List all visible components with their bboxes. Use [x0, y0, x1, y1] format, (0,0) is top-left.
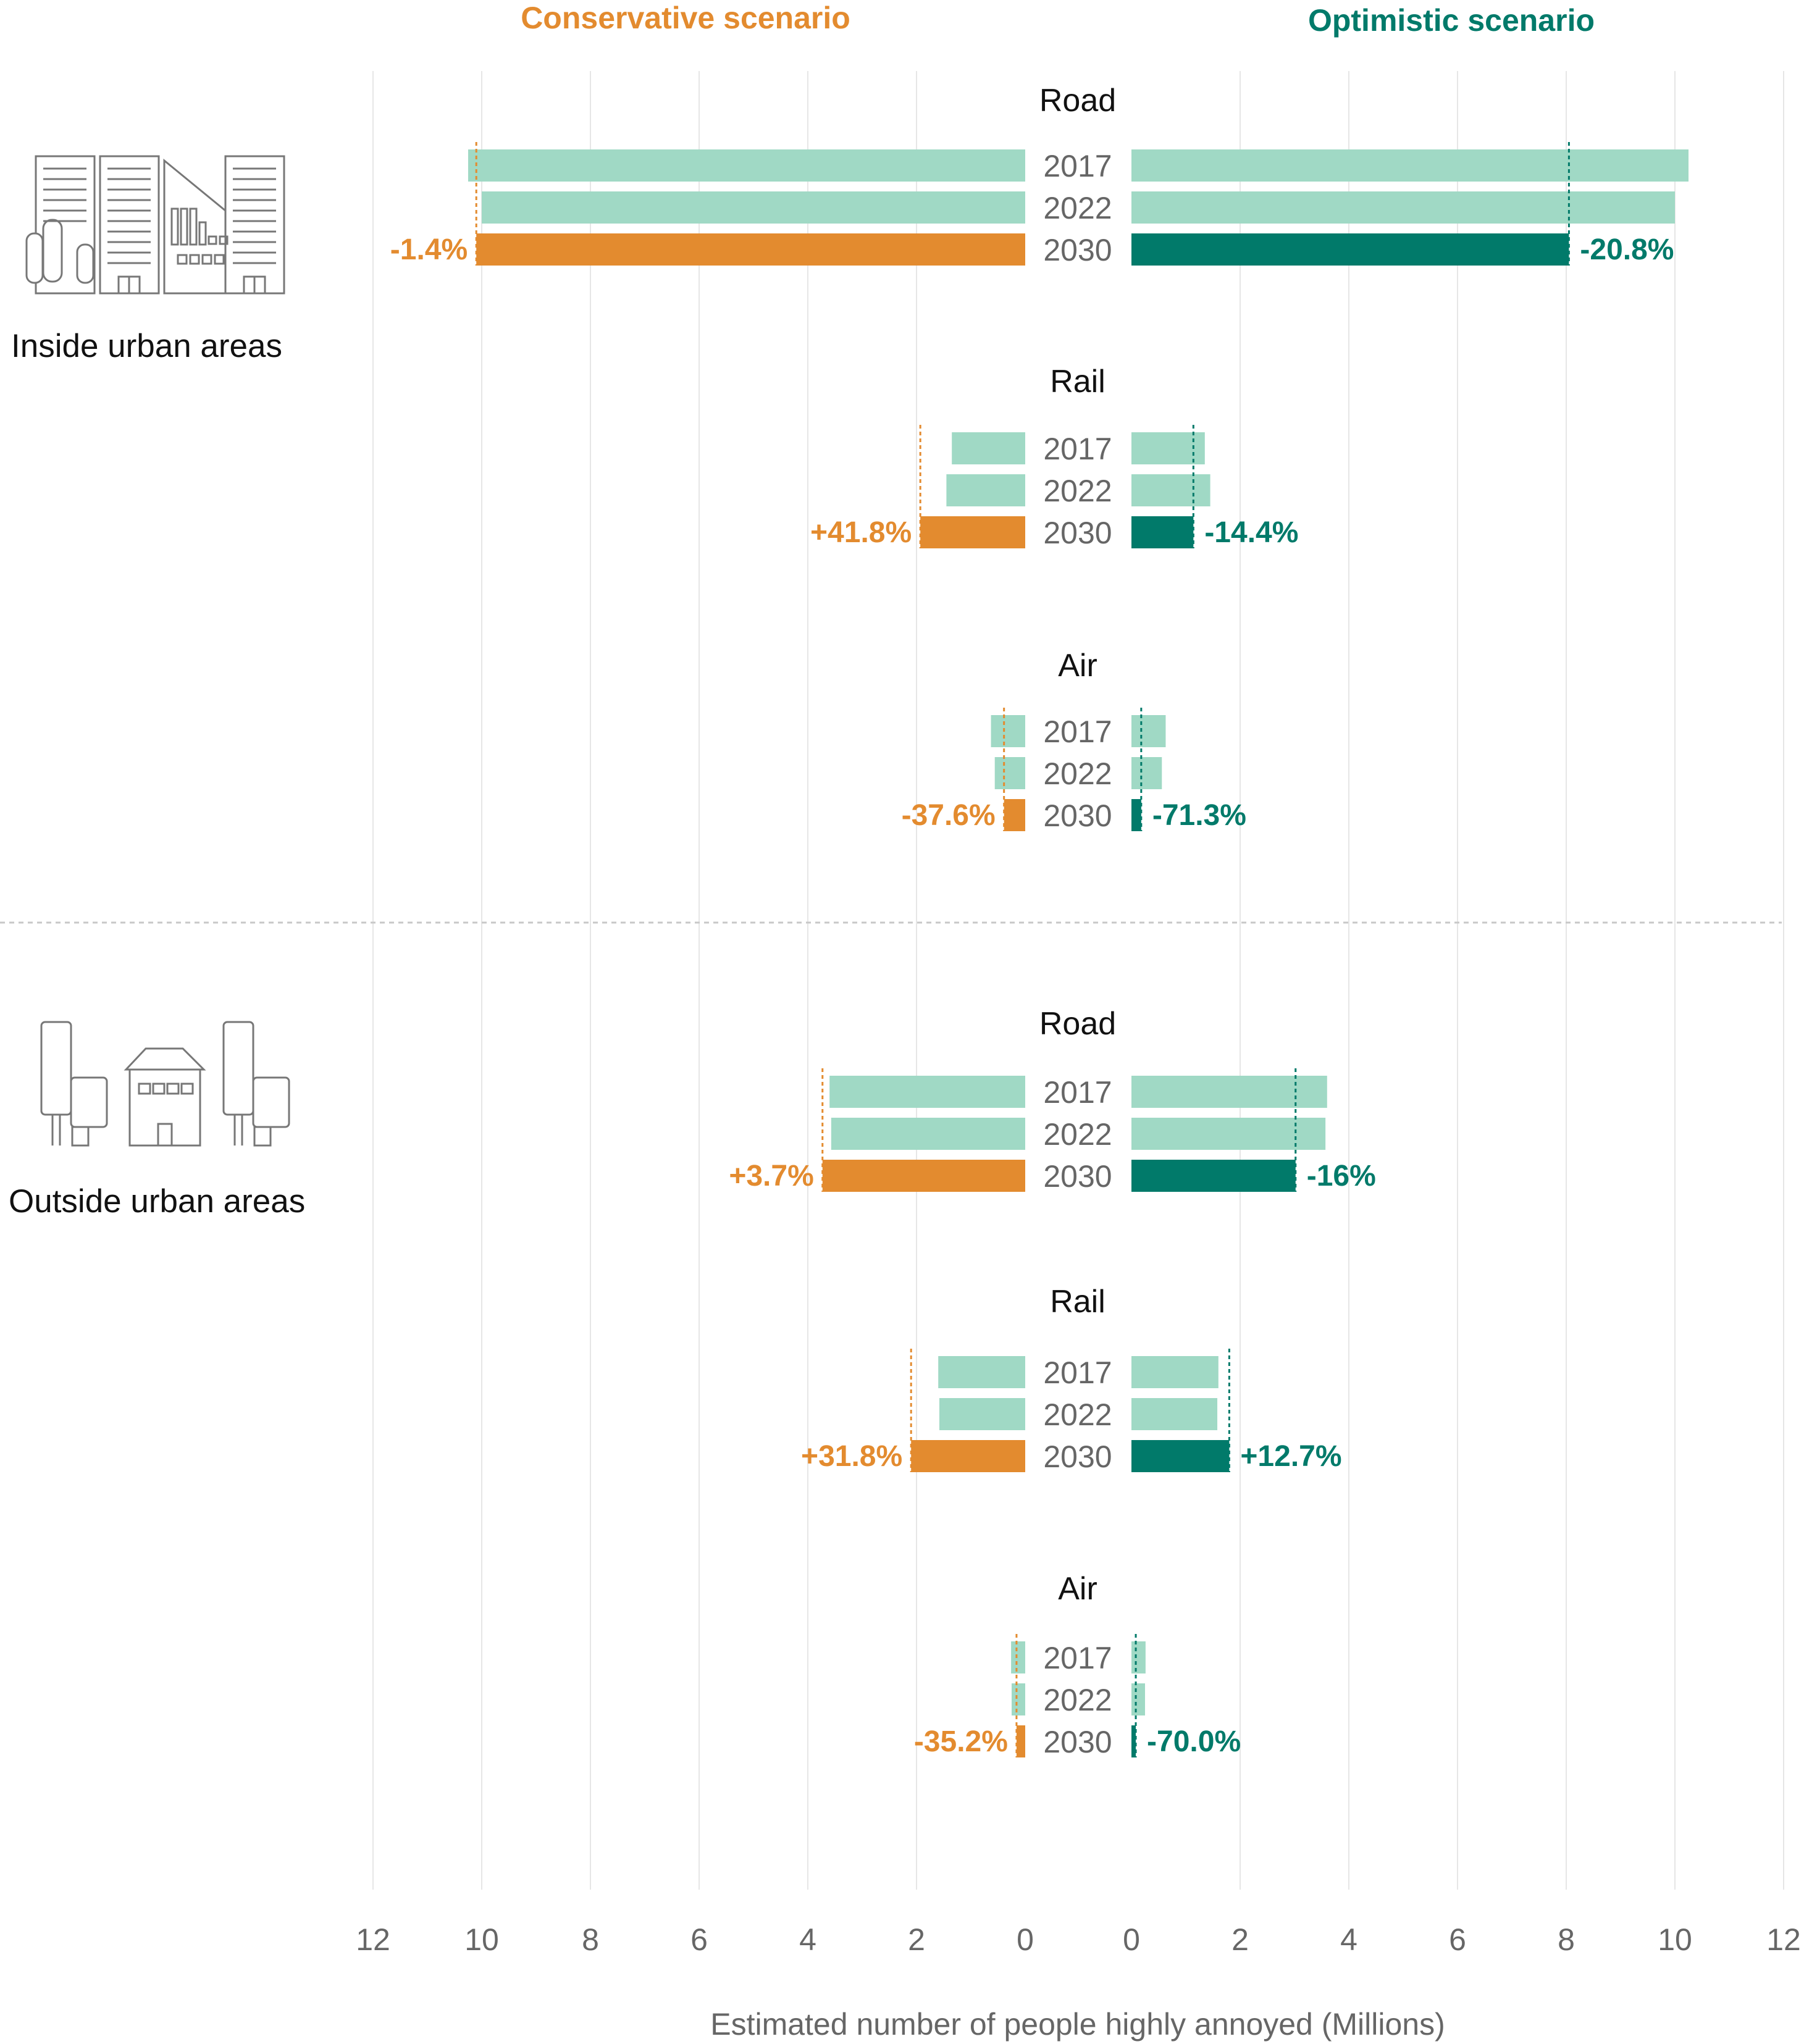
year-label-2022: 2022: [1043, 1683, 1112, 1717]
change-label-optimistic: -14.4%: [1204, 516, 1298, 549]
year-label-2030: 2030: [1043, 233, 1112, 267]
bar-optimistic-2017: [1131, 149, 1689, 182]
x-tick-left: 2: [908, 1922, 925, 1957]
bar-conservative-2030: [1016, 1725, 1025, 1757]
x-tick-right: 6: [1449, 1922, 1466, 1957]
bar-conservative-2030: [1004, 799, 1025, 831]
bar-optimistic-2030: [1131, 1160, 1296, 1192]
x-tick-right: 12: [1766, 1922, 1801, 1957]
bar-optimistic-2022: [1131, 1398, 1218, 1430]
change-label-conservative: -1.4%: [390, 233, 468, 266]
bar-conservative-2030: [920, 516, 1025, 548]
x-tick-right: 4: [1340, 1922, 1357, 1957]
bar-optimistic-2022: [1131, 191, 1675, 224]
bar-conservative-2017: [938, 1356, 1025, 1388]
bar-optimistic-2030: [1131, 1440, 1230, 1472]
change-label-conservative: +3.7%: [729, 1160, 813, 1192]
year-label-2017: 2017: [1043, 1641, 1112, 1675]
rural-trees-house-icon: [40, 1021, 290, 1147]
year-label-2022: 2022: [1043, 1397, 1112, 1432]
bar-conservative-2022: [994, 757, 1025, 789]
source-title-road: Road: [1039, 1006, 1116, 1042]
bar-conservative-2022: [1012, 1683, 1025, 1715]
bar-conservative-2017: [1011, 1641, 1025, 1673]
bar-optimistic-2022: [1131, 474, 1210, 506]
bar-optimistic-2030: [1131, 799, 1141, 831]
x-tick-right: 8: [1558, 1922, 1575, 1957]
region-label-inside-urban: Inside urban areas: [11, 328, 283, 364]
year-label-2017: 2017: [1043, 1355, 1112, 1390]
change-label-optimistic: -20.8%: [1580, 233, 1674, 266]
year-label-2022: 2022: [1043, 191, 1112, 225]
year-label-2017: 2017: [1043, 432, 1112, 466]
bar-optimistic-2022: [1131, 1118, 1326, 1150]
x-tick-right: 2: [1231, 1922, 1249, 1957]
change-label-conservative: +31.8%: [801, 1440, 902, 1473]
year-label-2022: 2022: [1043, 474, 1112, 508]
bar-optimistic-2017: [1131, 1076, 1327, 1108]
bar-conservative-2022: [482, 191, 1025, 224]
bar-conservative-2030: [476, 233, 1025, 266]
bar-conservative-2017: [952, 432, 1025, 464]
source-title-rail: Rail: [1050, 1284, 1105, 1320]
urban-buildings-icon: [25, 155, 285, 295]
bar-optimistic-2030: [1131, 516, 1194, 548]
year-label-2022: 2022: [1043, 756, 1112, 791]
x-tick-left: 4: [799, 1922, 816, 1957]
source-title-rail: Rail: [1050, 364, 1105, 400]
bar-optimistic-2022: [1131, 1683, 1145, 1715]
year-label-2022: 2022: [1043, 1117, 1112, 1152]
change-label-optimistic: -16%: [1307, 1160, 1376, 1192]
panel-title-conservative: Conservative scenario: [521, 1, 850, 35]
year-label-2030: 2030: [1043, 798, 1112, 833]
year-label-2017: 2017: [1043, 714, 1112, 749]
source-title-air: Air: [1058, 648, 1097, 684]
change-label-conservative: +41.8%: [810, 516, 912, 549]
bar-optimistic-2030: [1131, 1725, 1136, 1757]
bar-conservative-2017: [991, 715, 1025, 747]
bar-conservative-2030: [822, 1160, 1025, 1192]
bar-conservative-2022: [939, 1398, 1025, 1430]
year-label-2030: 2030: [1043, 1439, 1112, 1474]
panel-title-optimistic: Optimistic scenario: [1308, 3, 1595, 38]
change-label-optimistic: -71.3%: [1152, 799, 1246, 832]
change-label-conservative: -37.6%: [902, 799, 996, 832]
x-axis-label: Estimated number of people highly annoye…: [710, 2007, 1445, 2042]
bar-optimistic-2017: [1131, 1356, 1219, 1388]
x-tick-left: 12: [356, 1922, 390, 1957]
source-title-air: Air: [1058, 1571, 1097, 1607]
x-tick-right: 0: [1123, 1922, 1140, 1957]
bar-optimistic-2017: [1131, 715, 1166, 747]
year-label-2030: 2030: [1043, 516, 1112, 550]
x-tick-left: 6: [690, 1922, 708, 1957]
bar-optimistic-2017: [1131, 1641, 1146, 1673]
x-tick-left: 8: [582, 1922, 599, 1957]
x-tick-left: 0: [1017, 1922, 1034, 1957]
change-label-optimistic: +12.7%: [1240, 1440, 1341, 1473]
year-label-2017: 2017: [1043, 1075, 1112, 1110]
x-tick-right: 10: [1658, 1922, 1692, 1957]
bar-conservative-2017: [468, 149, 1025, 182]
bar-conservative-2022: [946, 474, 1025, 506]
year-label-2030: 2030: [1043, 1159, 1112, 1194]
change-label-conservative: -35.2%: [914, 1725, 1008, 1758]
source-title-road: Road: [1039, 83, 1116, 119]
x-tick-left: 10: [464, 1922, 499, 1957]
bar-conservative-2030: [911, 1440, 1025, 1472]
change-label-optimistic: -70.0%: [1147, 1725, 1241, 1758]
bar-conservative-2017: [829, 1076, 1025, 1108]
bar-optimistic-2030: [1131, 233, 1569, 266]
region-label-outside-urban: Outside urban areas: [9, 1183, 306, 1220]
year-label-2030: 2030: [1043, 1725, 1112, 1759]
bar-conservative-2022: [831, 1118, 1025, 1150]
year-label-2017: 2017: [1043, 149, 1112, 183]
bar-optimistic-2022: [1131, 757, 1162, 789]
